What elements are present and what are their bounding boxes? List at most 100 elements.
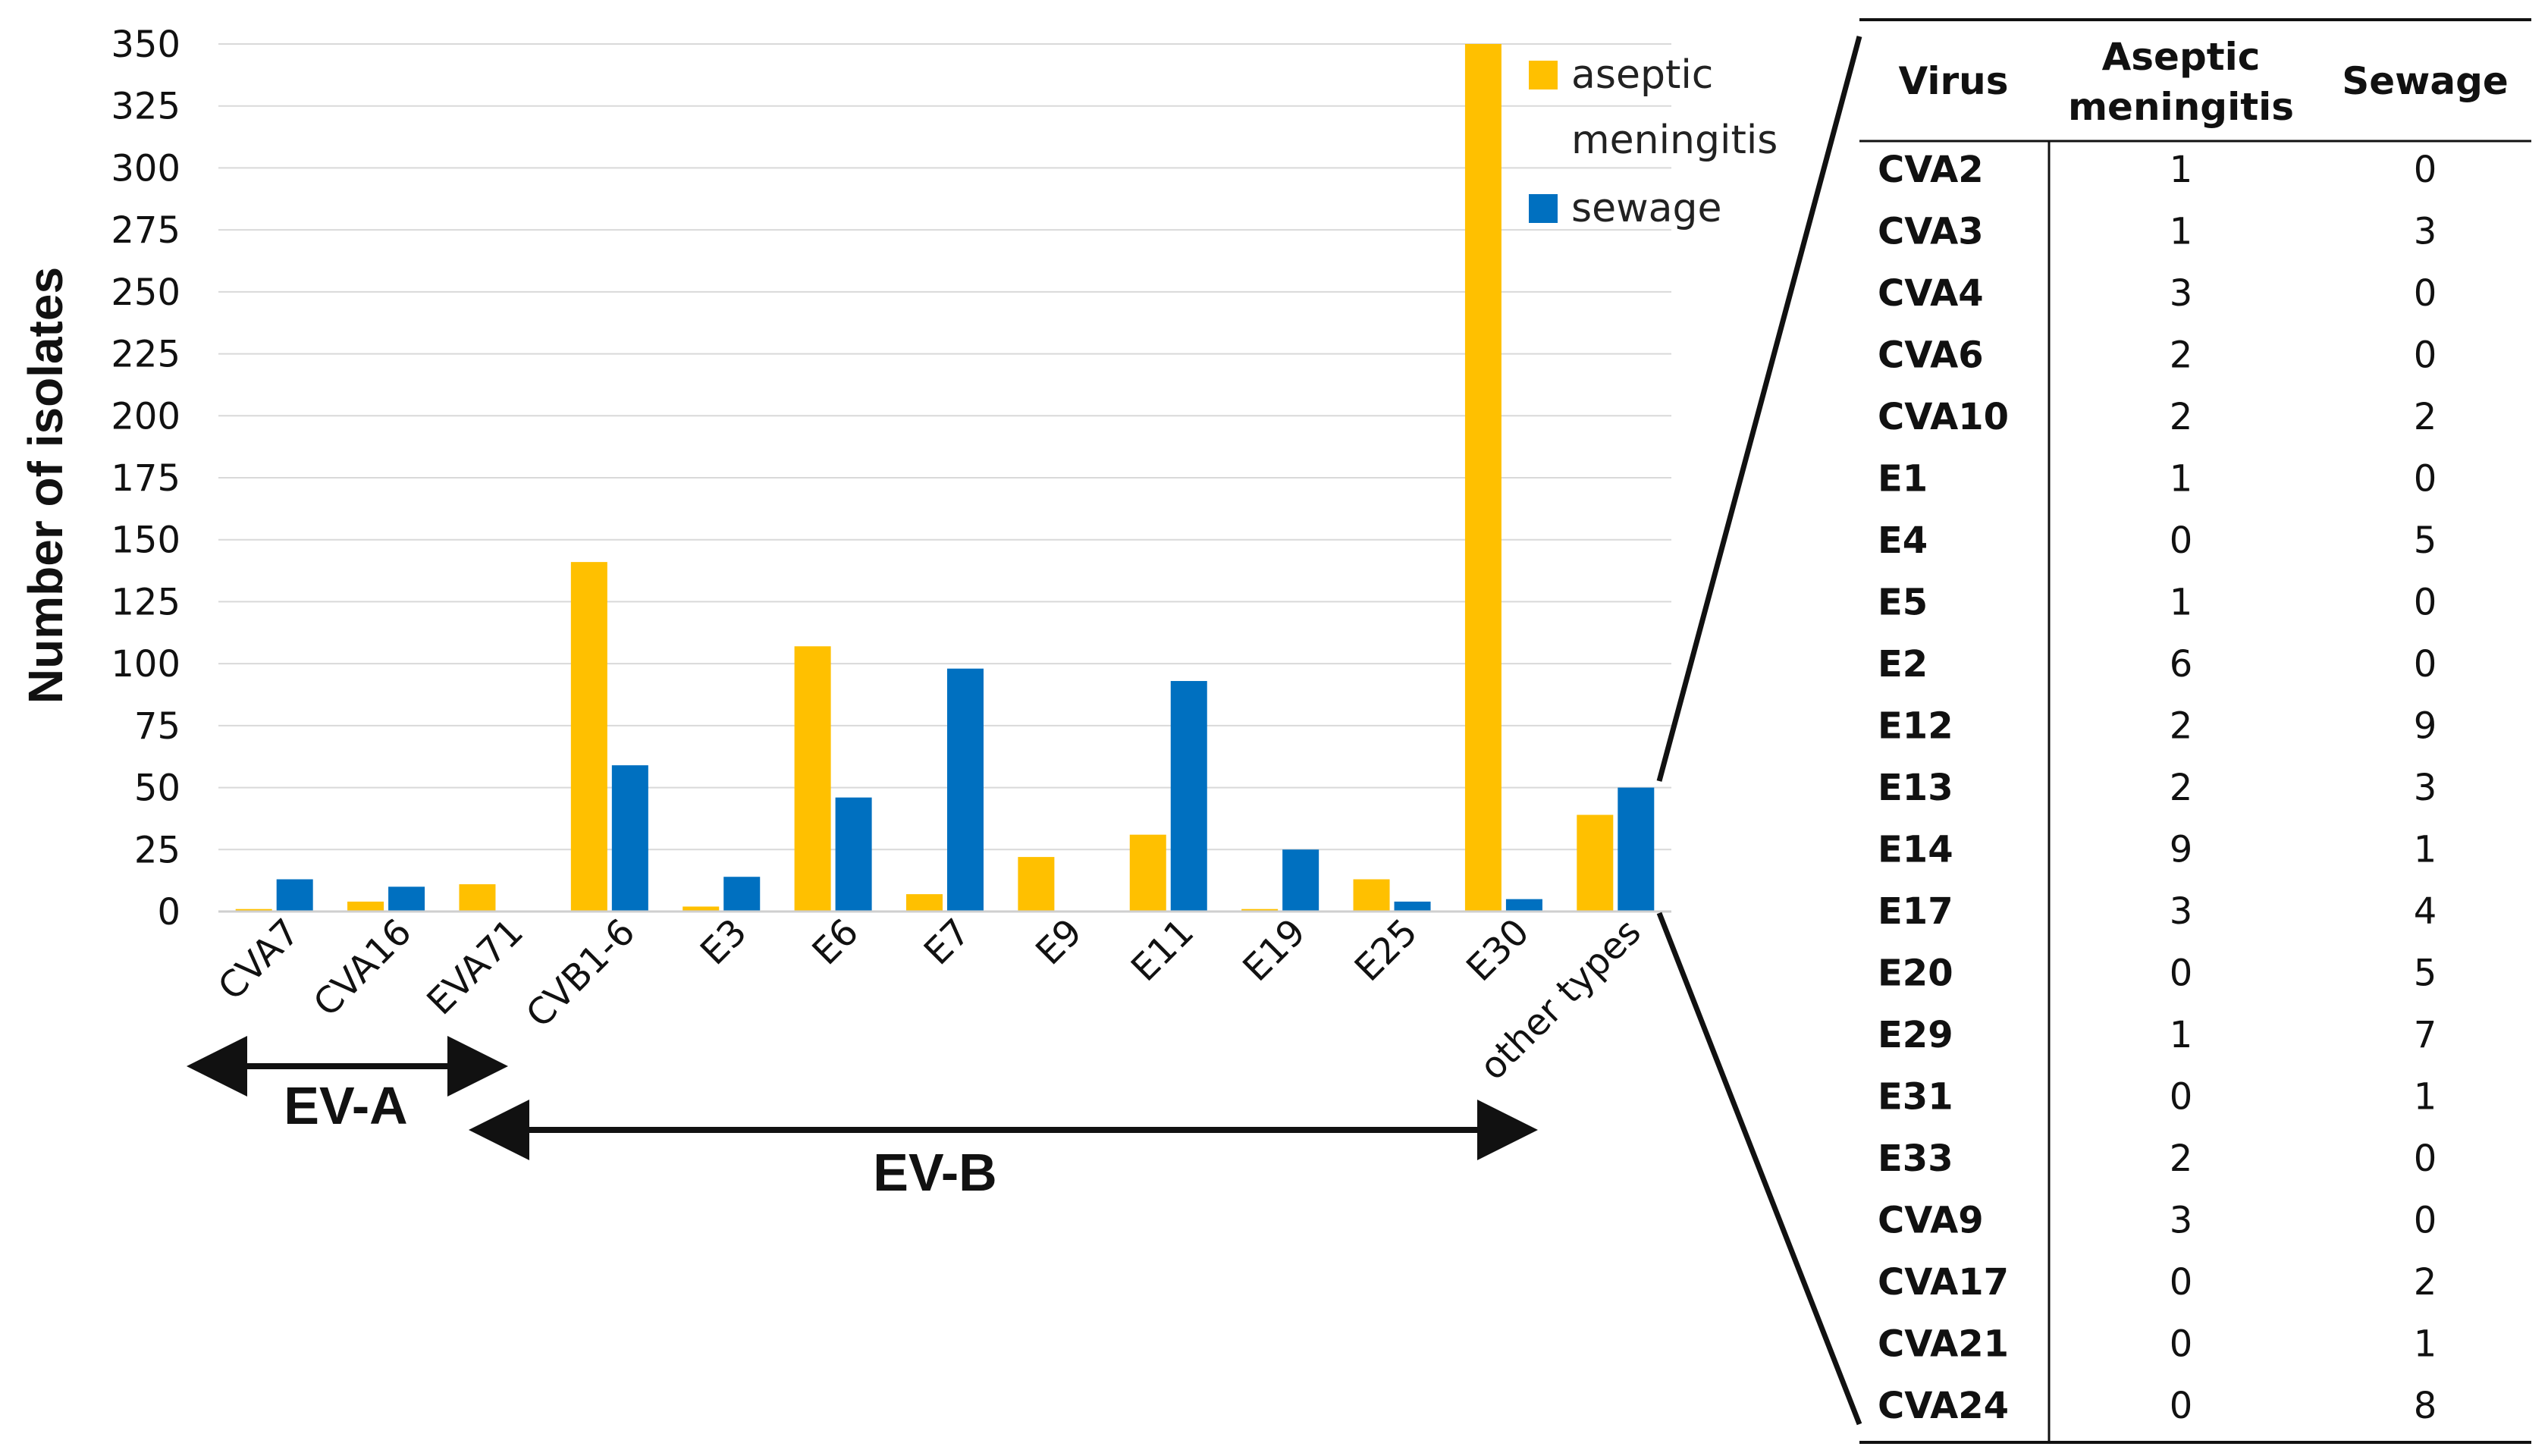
- table-row: E14 9 1: [1878, 829, 2437, 871]
- table-row: E33 2 0: [1878, 1138, 2437, 1180]
- bar-aseptic-e25: [1353, 879, 1390, 912]
- gridlines: [218, 43, 1671, 851]
- table-cell-virus: CVA24: [1878, 1385, 2009, 1427]
- table-cell-virus: CVA10: [1878, 396, 2009, 438]
- bar-sewage-e6: [835, 797, 872, 912]
- table-row: E17 3 4: [1878, 890, 2437, 933]
- legend-label-sewage: sewage: [1571, 186, 1721, 231]
- y-tick-label: 350: [111, 24, 180, 66]
- table-row: CVA4 3 0: [1878, 272, 2437, 315]
- table-cell-virus: E33: [1878, 1138, 1953, 1180]
- table-cell-sewage: 1: [2414, 829, 2437, 871]
- bar-aseptic-cva7: [235, 908, 272, 912]
- bar-aseptic-e30: [1464, 44, 1502, 912]
- table-row: CVA24 0 8: [1878, 1385, 2437, 1427]
- table-cell-sewage: 4: [2414, 890, 2437, 933]
- table-row: CVA21 0 1: [1878, 1323, 2437, 1366]
- legend-swatch-aseptic: [1529, 61, 1558, 89]
- table-cell-virus: CVA2: [1878, 149, 1984, 191]
- y-tick-label: 300: [111, 147, 180, 190]
- table-cell-aseptic: 6: [2170, 643, 2193, 686]
- table-cell-sewage: 0: [2414, 643, 2437, 686]
- table-cell-virus: E12: [1878, 705, 1953, 748]
- bar-sewage-other-types: [1618, 787, 1655, 912]
- table-cell-sewage: 2: [2414, 396, 2437, 438]
- table-cell-aseptic: 1: [2170, 458, 2193, 500]
- y-axis-ticks: 0 25 50 75 100 125 150 175 200 225 250 275 300 325 350: [111, 24, 180, 934]
- table-cell-sewage: 0: [2414, 149, 2437, 191]
- table-cell-virus: CVA4: [1878, 272, 1984, 315]
- table-cell-virus: E17: [1878, 890, 1953, 933]
- table-cell-virus: E2: [1878, 643, 1928, 686]
- table-cell-aseptic: 1: [2170, 149, 2193, 191]
- table-cell-virus: CVA21: [1878, 1323, 2009, 1366]
- table-cell-aseptic: 3: [2170, 1200, 2193, 1242]
- table-row: E31 0 1: [1878, 1076, 2437, 1119]
- table-cell-aseptic: 2: [2170, 396, 2193, 438]
- bar-sewage-e7: [947, 668, 984, 912]
- table-row: CVA10 2 2: [1878, 396, 2437, 438]
- bar-sewage-e25: [1394, 901, 1431, 912]
- table-cell-aseptic: 0: [2170, 519, 2193, 562]
- table-cell-virus: E31: [1878, 1076, 1953, 1119]
- table-cell-aseptic: 3: [2170, 890, 2193, 933]
- table-row: E4 0 5: [1878, 519, 2437, 562]
- table-cell-virus: CVA3: [1878, 211, 1984, 253]
- table-row: E1 1 0: [1878, 458, 2437, 500]
- y-axis-label: Number of isolates: [18, 267, 73, 704]
- table-cell-aseptic: 1: [2170, 1014, 2193, 1056]
- bar-sewage-e30: [1505, 899, 1542, 912]
- group-ev-a: EV-A: [187, 1036, 508, 1135]
- y-tick-label: 200: [111, 395, 180, 438]
- bar-aseptic-cvb1-6: [570, 562, 607, 912]
- table-cell-sewage: 0: [2414, 334, 2437, 377]
- bar-sewage-e19: [1282, 849, 1320, 912]
- table-cell-sewage: 5: [2414, 952, 2437, 995]
- bar-sewage-cva7: [276, 879, 313, 912]
- table-row: CVA9 3 0: [1878, 1200, 2437, 1242]
- y-tick-label: 250: [111, 271, 180, 314]
- group-ev-a-label: EV-A: [284, 1076, 407, 1135]
- zoom-connector-bottom: [1656, 912, 1862, 1426]
- table-header-aseptic-line1: Aseptic: [2102, 35, 2261, 79]
- bar-aseptic-eva71: [459, 884, 496, 912]
- table-cell-virus: E29: [1878, 1014, 1953, 1056]
- table-cell-virus: E1: [1878, 458, 1928, 500]
- bar-sewage-cva16: [388, 886, 425, 912]
- table-row: CVA17 0 2: [1878, 1261, 2437, 1304]
- bar-sewage-cvb1-6: [611, 765, 648, 912]
- table-cell-aseptic: 0: [2170, 952, 2193, 995]
- table-cell-aseptic: 0: [2170, 1323, 2193, 1366]
- table-cell-sewage: 3: [2414, 767, 2437, 809]
- y-tick-label: 0: [157, 891, 180, 934]
- legend-label-aseptic-line2: meningitis: [1571, 118, 1778, 163]
- bar-aseptic-e6: [794, 646, 831, 912]
- y-tick-label: 75: [134, 705, 180, 748]
- legend-label-aseptic-line1: aseptic: [1571, 52, 1713, 98]
- bar-aseptic-other-types: [1577, 814, 1614, 912]
- table-cell-sewage: 2: [2414, 1261, 2437, 1304]
- table-header-sewage: Sewage: [2342, 59, 2509, 103]
- bar-aseptic-cva16: [347, 901, 384, 912]
- table-cell-sewage: 9: [2414, 705, 2437, 748]
- group-ev-b: EV-B: [469, 1100, 1538, 1202]
- bar-sewage-e3: [723, 877, 761, 912]
- bar-aseptic-e7: [906, 894, 943, 912]
- bar-aseptic-e9: [1018, 857, 1055, 912]
- table-row: E13 2 3: [1878, 767, 2437, 809]
- table-cell-virus: CVA9: [1878, 1200, 1984, 1242]
- legend-swatch-sewage: [1529, 194, 1558, 223]
- table-row: E20 0 5: [1878, 952, 2437, 995]
- zoom-connector-top: [1656, 36, 1862, 782]
- bar-aseptic-e3: [682, 906, 720, 912]
- bar-aseptic-e19: [1241, 908, 1279, 912]
- y-tick-label: 325: [111, 86, 180, 128]
- table-cell-virus: E20: [1878, 952, 1953, 995]
- table-cell-sewage: 1: [2414, 1076, 2437, 1119]
- table-cell-virus: E5: [1878, 582, 1928, 624]
- table-header-aseptic-line2: meningitis: [2068, 85, 2294, 129]
- table-cell-aseptic: 2: [2170, 334, 2193, 377]
- table-cell-aseptic: 2: [2170, 767, 2193, 809]
